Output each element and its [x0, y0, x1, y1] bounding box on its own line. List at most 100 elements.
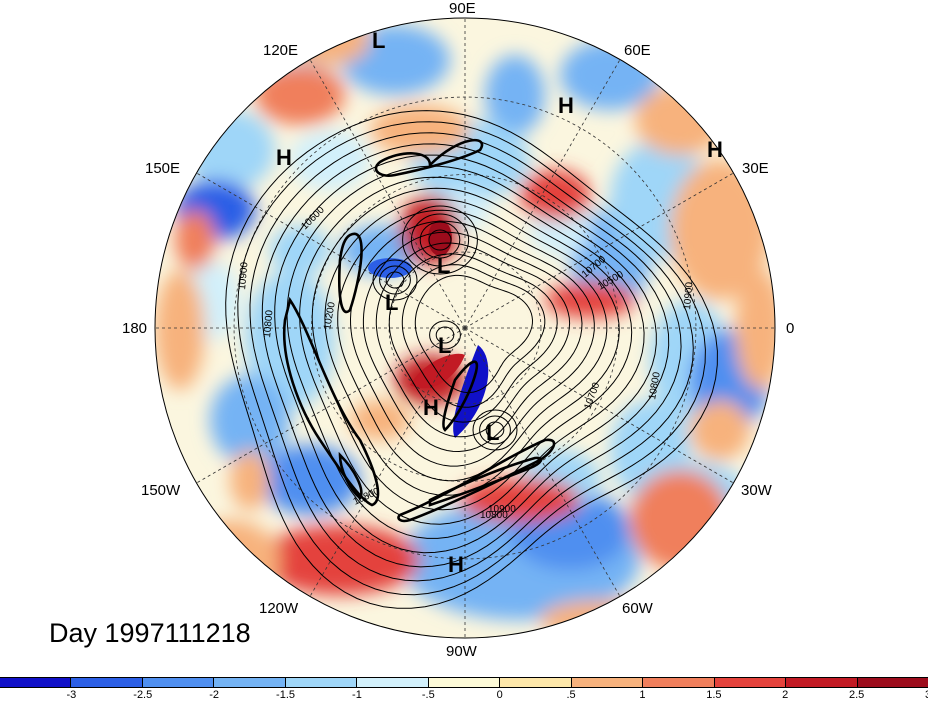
- warm-anomaly-patch: [690, 400, 750, 460]
- warm-anomaly-patch: [545, 282, 635, 318]
- colorbar-swatch: [214, 678, 286, 687]
- closed-contour: [402, 205, 478, 275]
- lon-label-60e: 60E: [624, 42, 651, 59]
- closed-contour: [479, 415, 511, 445]
- colorbar-swatch: [786, 678, 858, 687]
- jet-contours: [282, 138, 556, 523]
- meridian-line: [464, 327, 621, 597]
- warm-anomaly-patch: [370, 105, 470, 155]
- warm-anomaly-patch: [155, 270, 205, 390]
- warm-anomaly-patch: [460, 478, 580, 522]
- map-boundary: [154, 17, 776, 639]
- pressure-label-high-siberia: H: [558, 93, 574, 118]
- warm-anomaly-patch: [260, 525, 420, 595]
- pressure-label-high-canada: H: [423, 395, 439, 420]
- height-contour: [337, 209, 608, 482]
- jet-contour: [428, 456, 543, 507]
- contour-value-label: 10900: [488, 504, 516, 515]
- lon-label-150e: 150E: [145, 160, 181, 177]
- lon-label-120w: 120W: [259, 600, 299, 617]
- colorbar-tick-label: 1.5: [706, 689, 722, 701]
- closed-contour: [429, 320, 461, 350]
- colorbar-tick-label: 2.5: [848, 689, 865, 701]
- warm-anomaly-patch: [230, 450, 270, 510]
- pressure-label-high-east-asia: H: [276, 145, 292, 170]
- cold-anomaly-patch: [290, 130, 370, 190]
- jet-contour: [282, 296, 380, 507]
- pressure-label-low-canada: L: [438, 333, 451, 358]
- closed-contour: [385, 271, 405, 289]
- warm-anomaly-patch: [255, 65, 345, 125]
- colorbar-swatch: [857, 678, 928, 687]
- lon-label-150w: 150W: [141, 482, 181, 499]
- jet-contour: [338, 232, 363, 314]
- pressure-label-low-arctic-2: L: [385, 290, 398, 315]
- lon-label-120e: 120E: [263, 42, 299, 59]
- contour-value-label: 10900: [682, 281, 695, 310]
- colorbar-tick-label: 0: [496, 689, 503, 701]
- day-label: Day 1997111218: [49, 618, 251, 648]
- colorbar-swatch: [428, 678, 501, 687]
- closed-contour: [472, 409, 518, 451]
- pressure-label-low-north-russia: L: [372, 28, 385, 53]
- height-contour: [375, 242, 571, 438]
- colorbar-tick-label: -.5: [421, 689, 435, 701]
- lon-label-60w: 60W: [622, 600, 653, 617]
- jet-contour: [338, 451, 363, 500]
- pressure-label-high-europe: H: [707, 137, 723, 162]
- warm-anomaly-patch: [175, 210, 215, 270]
- contour-value-label: 10800: [647, 371, 663, 401]
- colorbar-tick-label: 3: [925, 689, 928, 701]
- colorbar-swatch: [285, 678, 358, 687]
- meridian-line: [464, 59, 621, 329]
- lon-label-180: 180: [122, 320, 148, 337]
- meridian-line: [464, 327, 734, 484]
- positive-core: [428, 220, 452, 256]
- pressure-label-low-arctic-1: L: [437, 253, 450, 278]
- colorbar-swatch: [714, 678, 787, 687]
- colorbar-tick-label: -2: [209, 689, 220, 701]
- contour-value-label: 10800: [262, 309, 275, 338]
- meridian-line: [309, 59, 466, 329]
- warm-anomaly-patch: [735, 270, 775, 390]
- lon-label-90e: 90E: [449, 0, 476, 17]
- colorbar-swatch: [571, 678, 644, 687]
- colorbar-tick-label: -3: [66, 689, 77, 701]
- colorbar-swatch: [142, 678, 215, 687]
- colorbar-tick-label: 1: [639, 689, 646, 701]
- height-contour: [401, 264, 546, 408]
- lat-lon-grid: [155, 18, 775, 638]
- colorbar: [0, 677, 928, 688]
- height-contour: [249, 132, 694, 582]
- warm-anomaly-patch: [520, 170, 590, 220]
- closed-contour: [435, 326, 455, 344]
- contour-value-label: 10900: [237, 261, 250, 290]
- colorbar-swatch: [0, 678, 72, 687]
- meridian-line: [196, 172, 466, 329]
- closed-contour: [419, 221, 461, 259]
- cold-anomaly-patch: [340, 25, 450, 95]
- height-contour: [388, 253, 558, 423]
- cold-anomaly-patch: [260, 445, 360, 515]
- negative-core: [368, 258, 412, 278]
- height-contours: [225, 110, 718, 609]
- height-contour: [225, 110, 718, 609]
- height-contour: [286, 165, 657, 539]
- closed-contour: [410, 213, 470, 267]
- contour-value-label: 10200: [322, 301, 338, 331]
- colorbar-tick-label: .5: [566, 689, 576, 701]
- colorbar-tick-label: -1.5: [276, 689, 296, 701]
- closed-contour: [428, 229, 452, 251]
- closed-contour: [485, 421, 505, 439]
- closed-contour: [372, 259, 418, 301]
- latitude-circle: [388, 251, 542, 405]
- lon-label-30e: 30E: [742, 160, 769, 177]
- height-contour: [311, 187, 633, 511]
- contour-value-label: 10800: [480, 510, 508, 521]
- colorbar-swatch: [643, 678, 715, 687]
- height-contour: [324, 198, 620, 496]
- height-contour: [237, 121, 706, 596]
- strong-negative-core: [453, 345, 489, 438]
- cold-anomaly-patch: [485, 55, 545, 135]
